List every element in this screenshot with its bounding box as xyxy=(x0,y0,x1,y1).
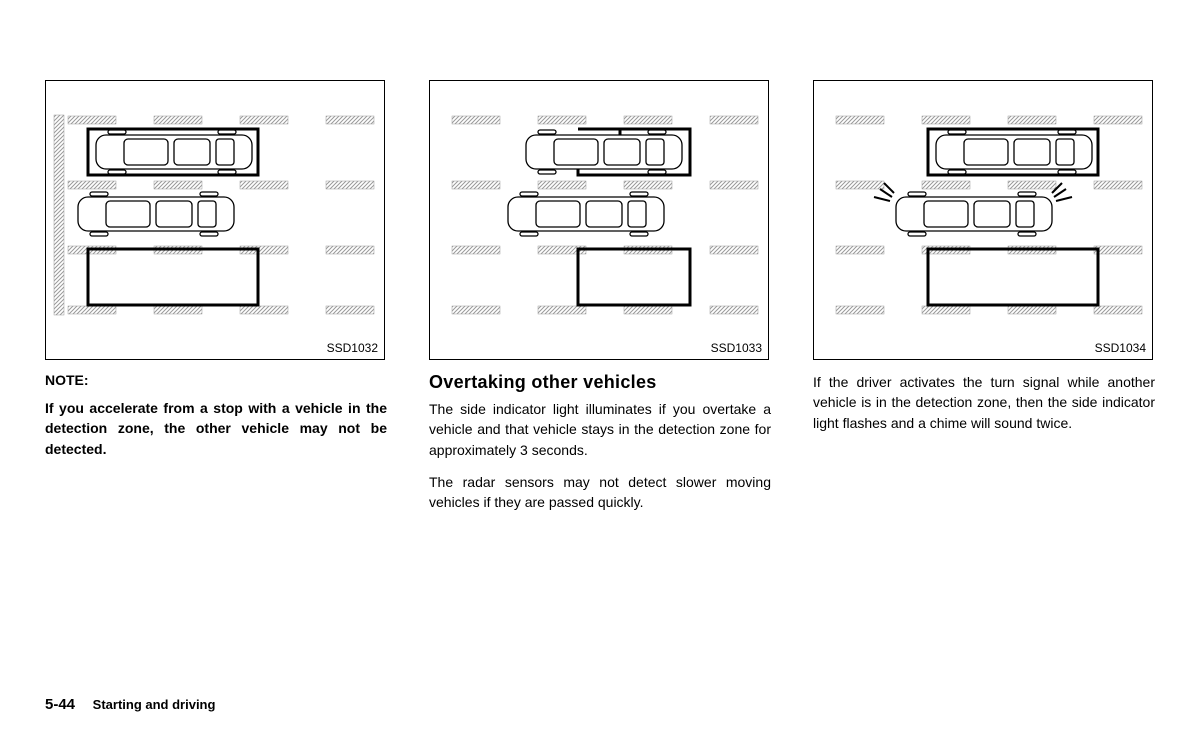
section-name: Starting and driving xyxy=(93,697,216,712)
diagram-id-label: SSD1033 xyxy=(711,341,762,355)
section-heading: Overtaking other vehicles xyxy=(429,372,771,393)
column-3: SSD1034 If the driver activates the turn… xyxy=(813,80,1155,524)
diagram-ssd1033: SSD1033 xyxy=(429,80,769,360)
page-footer: 5-44 Starting and driving xyxy=(45,696,215,713)
diagram-id-label: SSD1034 xyxy=(1095,341,1146,355)
detection-zone-bottom xyxy=(88,249,258,305)
manual-page: SSD1032 NOTE: If you accelerate from a s… xyxy=(0,0,1200,524)
note-text: If you accelerate from a stop with a veh… xyxy=(45,398,387,459)
diagram-ssd1032: SSD1032 xyxy=(45,80,385,360)
body-paragraph: If the driver activates the turn signal … xyxy=(813,372,1155,433)
ego-vehicle xyxy=(896,192,1052,236)
page-number: 5-44 xyxy=(45,696,75,713)
barrier xyxy=(54,115,64,315)
other-vehicle xyxy=(936,130,1092,174)
three-column-layout: SSD1032 NOTE: If you accelerate from a s… xyxy=(45,80,1155,524)
ego-vehicle xyxy=(508,192,664,236)
body-paragraph: The radar sensors may not detect slower … xyxy=(429,472,771,513)
column-2: SSD1033 Overtaking other vehicles The si… xyxy=(429,80,771,524)
column-1: SSD1032 NOTE: If you accelerate from a s… xyxy=(45,80,387,524)
note-heading: NOTE: xyxy=(45,372,387,388)
body-paragraph: The side indicator light illuminates if … xyxy=(429,399,771,460)
ego-vehicle xyxy=(78,192,234,236)
diagram-svg xyxy=(46,81,384,341)
diagram-ssd1034: SSD1034 xyxy=(813,80,1153,360)
detection-zone-bottom xyxy=(578,249,690,305)
diagram-id-label: SSD1032 xyxy=(327,341,378,355)
diagram-svg xyxy=(814,81,1152,341)
diagram-svg xyxy=(430,81,768,341)
other-vehicle xyxy=(526,130,682,174)
other-vehicle xyxy=(96,130,252,174)
detection-zone-bottom xyxy=(928,249,1098,305)
